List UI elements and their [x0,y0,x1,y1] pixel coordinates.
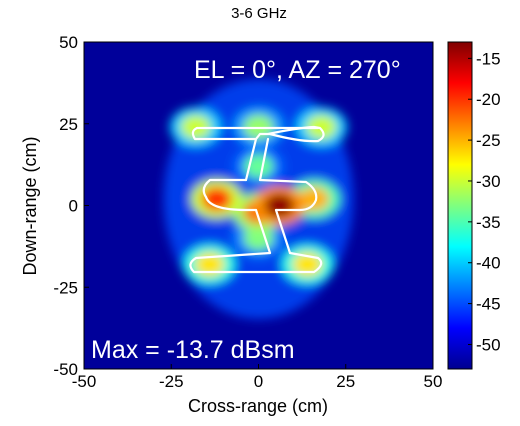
hotspot [306,115,337,140]
y-tick-label: -25 [53,278,78,297]
y-tick-label: -50 [53,360,78,379]
colorbar [447,41,473,370]
colorbar-tick-label: -45 [476,295,501,314]
hotspot [299,186,330,211]
colorbar-tick-label: -20 [476,90,501,109]
colorbar-tick-label: -35 [476,213,501,232]
max-annotation: Max = -13.7 dBsm [91,336,295,364]
y-tick-label: 25 [59,115,78,134]
colorbar-tick-label: -40 [476,254,501,273]
colorbar-tick-label: -25 [476,131,501,150]
outline-lower-stem [254,208,292,255]
x-tick-label: 25 [336,372,355,391]
y-axis-label: Down-range (cm) [20,136,40,275]
outline-middle-left [202,178,258,212]
colorbar-ticks: -15 -20 -25 -30 -35 -40 -45 -50 [468,49,501,354]
colorbar-tick-label: -50 [476,335,501,354]
hotspot [264,193,295,218]
colorbar-tick-label: -15 [476,49,501,68]
hotspot [180,115,211,140]
y-tick-label: 0 [69,197,78,216]
x-axis: -50 -25 0 25 50 [72,364,443,391]
hotspot [201,186,232,211]
x-axis-label: Cross-range (cm) [188,396,328,416]
y-tick-label: 50 [59,33,78,52]
target-outline [189,125,325,274]
outline-bottom-bar [189,251,323,274]
outline-middle-right [258,178,318,212]
angle-annotation: EL = 0°, AZ = 270° [194,56,401,84]
heatmap-layer [163,78,354,319]
outline-upper-stem [244,137,270,182]
y-axis: 50 25 0 -25 -50 [53,33,89,379]
colorbar-tick-label: -30 [476,172,501,191]
x-tick-label: 50 [424,372,443,391]
x-tick-label: -50 [72,372,97,391]
chart-title: 3-6 GHz [231,5,287,22]
x-tick-label: -25 [159,372,184,391]
x-tick-label: 0 [254,372,263,391]
